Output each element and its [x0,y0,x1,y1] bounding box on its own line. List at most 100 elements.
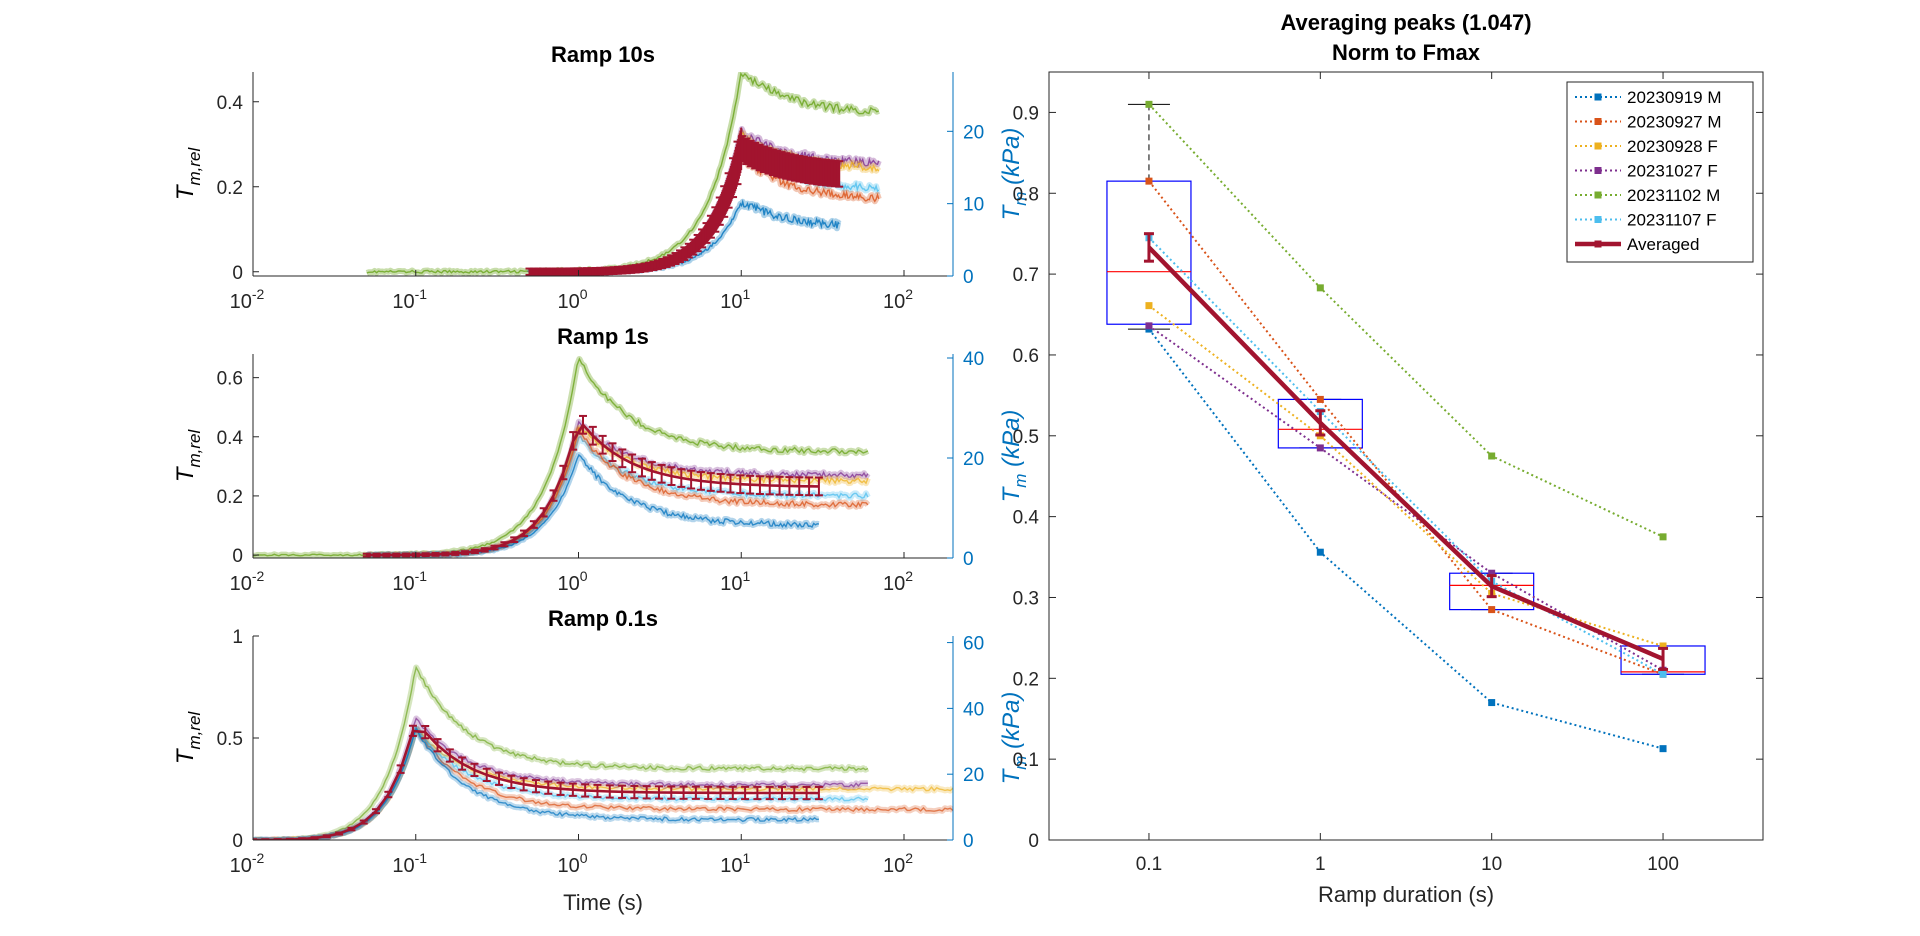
y-label-sub: m,rel [185,429,204,468]
trace-green [253,665,869,840]
x-tick-exp: 2 [905,850,913,866]
x-tick-label: 100 [1647,854,1679,875]
x-tick-base: 10 [720,573,742,595]
legend-label: 20231107 F [1627,211,1716,230]
panel-peaks: 0 0.1 0.2 0.3 0.4 0.5 0.6 0.7 0.8 0.9 0.1 1 10 100 202… [1013,10,1764,907]
y-tick-label: 0 [232,546,243,567]
plot-area-ramp01 [253,664,953,840]
x-tick-label: 10-2 [230,850,265,877]
y-label-main: T [172,465,199,482]
x-tick-base: 10 [883,573,905,595]
y-right-label-sub: m [1011,756,1030,770]
y-right-tick-label: 40 [963,349,984,370]
series-marker [1659,642,1667,650]
series-20231102-M [1148,103,1664,538]
x-tick-exp: 1 [742,850,750,866]
x-tick-label: 101 [720,850,750,877]
legend-label: 20231102 M [1627,186,1720,205]
x-tick-exp: -1 [415,568,428,584]
series-marker [1316,548,1324,556]
y-right-label-unit: (kPa) [998,692,1025,756]
y-tick-label: 0 [232,263,243,284]
panel-title: Ramp 0.1s [548,606,658,631]
x-tick-exp: 1 [742,568,750,584]
y-right-label-sub: m [1011,474,1030,488]
series-marker [1316,444,1324,452]
y-right-label-main: T [998,203,1025,220]
y-right-tick-label: 20 [963,122,984,143]
x-axis-label: Time (s) [563,890,643,915]
series-marker [1316,284,1324,292]
legend: 20230919 M 20230927 M 20230928 F 20231027 F… [1566,81,1754,263]
y-right-tick-label: 0 [963,267,974,288]
plot-frame [1048,71,1764,841]
x-tick-exp: -2 [252,850,265,866]
x-tick-exp: -2 [252,568,265,584]
series-marker [1316,395,1324,403]
x-tick-base: 10 [392,573,414,595]
x-tick-base: 10 [883,291,905,313]
y-right-tick-label: 40 [963,699,984,720]
x-tick-label: 100 [557,286,587,313]
series-marker [1488,606,1496,614]
x-tick-base: 10 [720,291,742,313]
x-tick-exp: 0 [580,568,588,584]
legend-label: 20230927 M [1627,113,1722,132]
series-marker [1659,745,1667,753]
x-tick-label: 10-2 [230,568,265,595]
x-tick-exp: 1 [742,286,750,302]
y-right-tick-label: 0 [963,549,974,570]
x-tick-label: 101 [720,568,750,595]
x-tick-exp: -2 [252,286,265,302]
plot-area-ramp1 [253,356,871,558]
y-tick-label: 0.1 [1013,750,1039,771]
y-right-axis-label: Tm (kPa) [998,128,1030,221]
x-tick-label: 10-2 [230,286,265,313]
x-tick-exp: 0 [580,850,588,866]
x-tick-exp: 2 [905,286,913,302]
panel-title: Averaging peaks (1.047) [1280,10,1531,35]
y-right-tick-label: 0 [963,831,974,852]
legend-label: Averaged [1627,235,1699,254]
x-tick-base: 10 [392,855,414,877]
y-axis-label: Tm,rel [172,711,204,765]
y-right-tick-label: 60 [963,634,984,655]
y-tick-label: 0.8 [1013,184,1039,205]
x-tick-label: 102 [883,568,913,595]
y-axis-label: Tm,rel [172,429,204,483]
legend-label: 20231027 F [1627,162,1718,181]
x-tick-label: 100 [557,850,587,877]
x-axis-label: Ramp duration (s) [1318,882,1494,907]
x-tick-label: 100 [557,568,587,595]
y-label-main: T [172,747,199,764]
y-label-sub: m,rel [185,147,204,186]
legend-marker [1594,191,1602,199]
y-tick-label: 0.5 [217,729,243,750]
y-right-axis-label: Tm (kPa) [998,410,1030,503]
series-marker [1488,452,1496,460]
series-marker [1488,699,1496,707]
legend-label: 20230919 M [1627,88,1722,107]
y-label-main: T [172,183,199,200]
y-tick-label: 0.9 [1013,103,1039,124]
trace-green [253,357,869,557]
series-averaged [1147,245,1664,661]
x-tick-label: 0.1 [1136,854,1162,875]
y-tick-label: 0.4 [217,428,244,449]
x-tick-label: 10-1 [392,286,427,313]
x-tick-base: 10 [230,291,252,313]
x-tick-label: 10-1 [392,850,427,877]
y-tick-label: 0.2 [217,178,243,199]
plot-area-ramp10 [365,72,882,276]
panel-subtitle: Norm to Fmax [1332,40,1481,65]
x-tick-base: 10 [557,855,579,877]
legend-box [1566,81,1754,263]
y-right-tick-label: 10 [963,195,984,216]
x-tick-label: 101 [720,286,750,313]
legend-marker [1594,216,1602,223]
series-marker [1145,177,1153,185]
